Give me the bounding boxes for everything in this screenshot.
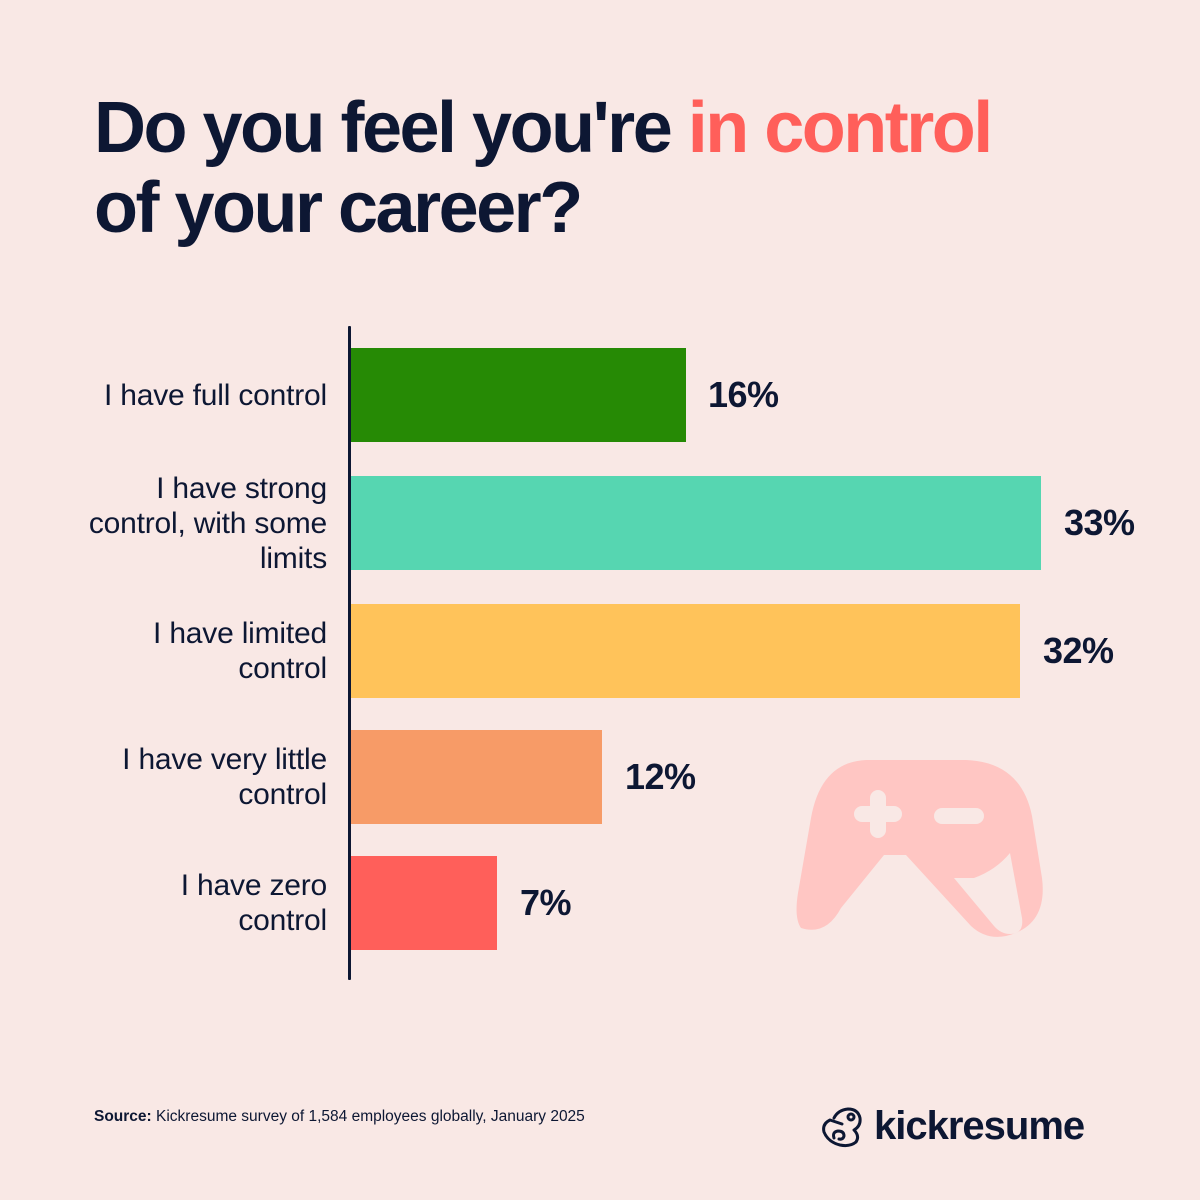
- bar-value: 12%: [625, 756, 696, 797]
- title-part-2: of your career?: [94, 168, 583, 248]
- brand: kickresume: [820, 1104, 1085, 1148]
- bar-label: I have limited control: [153, 617, 327, 685]
- bar-chart: I have full control 16% I have strong co…: [0, 326, 1200, 980]
- chameleon-logo-icon: [822, 1107, 862, 1148]
- bar: [351, 730, 602, 824]
- chart-row: I have full control 16%: [0, 348, 1200, 442]
- bar-value: 7%: [520, 882, 572, 923]
- gamepad-icon: [796, 760, 1043, 937]
- bar-value: 32%: [1043, 630, 1114, 671]
- chart-row: I have zero control 7%: [0, 856, 1200, 950]
- source-note: Source: Kickresume survey of 1,584 emplo…: [94, 1108, 585, 1126]
- source-label: Source:: [94, 1108, 152, 1125]
- chart-row: I have very little control 12%: [0, 730, 1200, 824]
- source-text: Kickresume survey of 1,584 employees glo…: [151, 1108, 585, 1125]
- bar-value: 16%: [708, 374, 779, 415]
- bar-label: I have very little control: [122, 743, 327, 811]
- bar-label: I have strong control, with some limits: [88, 471, 327, 575]
- bar: [351, 856, 497, 950]
- brand-name: kickresume: [874, 1104, 1085, 1148]
- bar-value: 33%: [1064, 502, 1135, 543]
- title-part-1: Do you feel you're: [94, 88, 688, 168]
- page-title: Do you feel you're in control of your car…: [94, 88, 1154, 248]
- chart-row: I have limited control 32%: [0, 604, 1200, 698]
- bar-label: I have zero control: [180, 869, 327, 937]
- title-accent: in control: [687, 88, 993, 168]
- bar: [351, 476, 1041, 570]
- chart-row: I have strong control, with some limits …: [0, 471, 1200, 575]
- y-axis-line: [348, 326, 351, 980]
- bar: [351, 604, 1020, 698]
- bar: [351, 348, 686, 442]
- bar-label: I have full control: [104, 378, 327, 412]
